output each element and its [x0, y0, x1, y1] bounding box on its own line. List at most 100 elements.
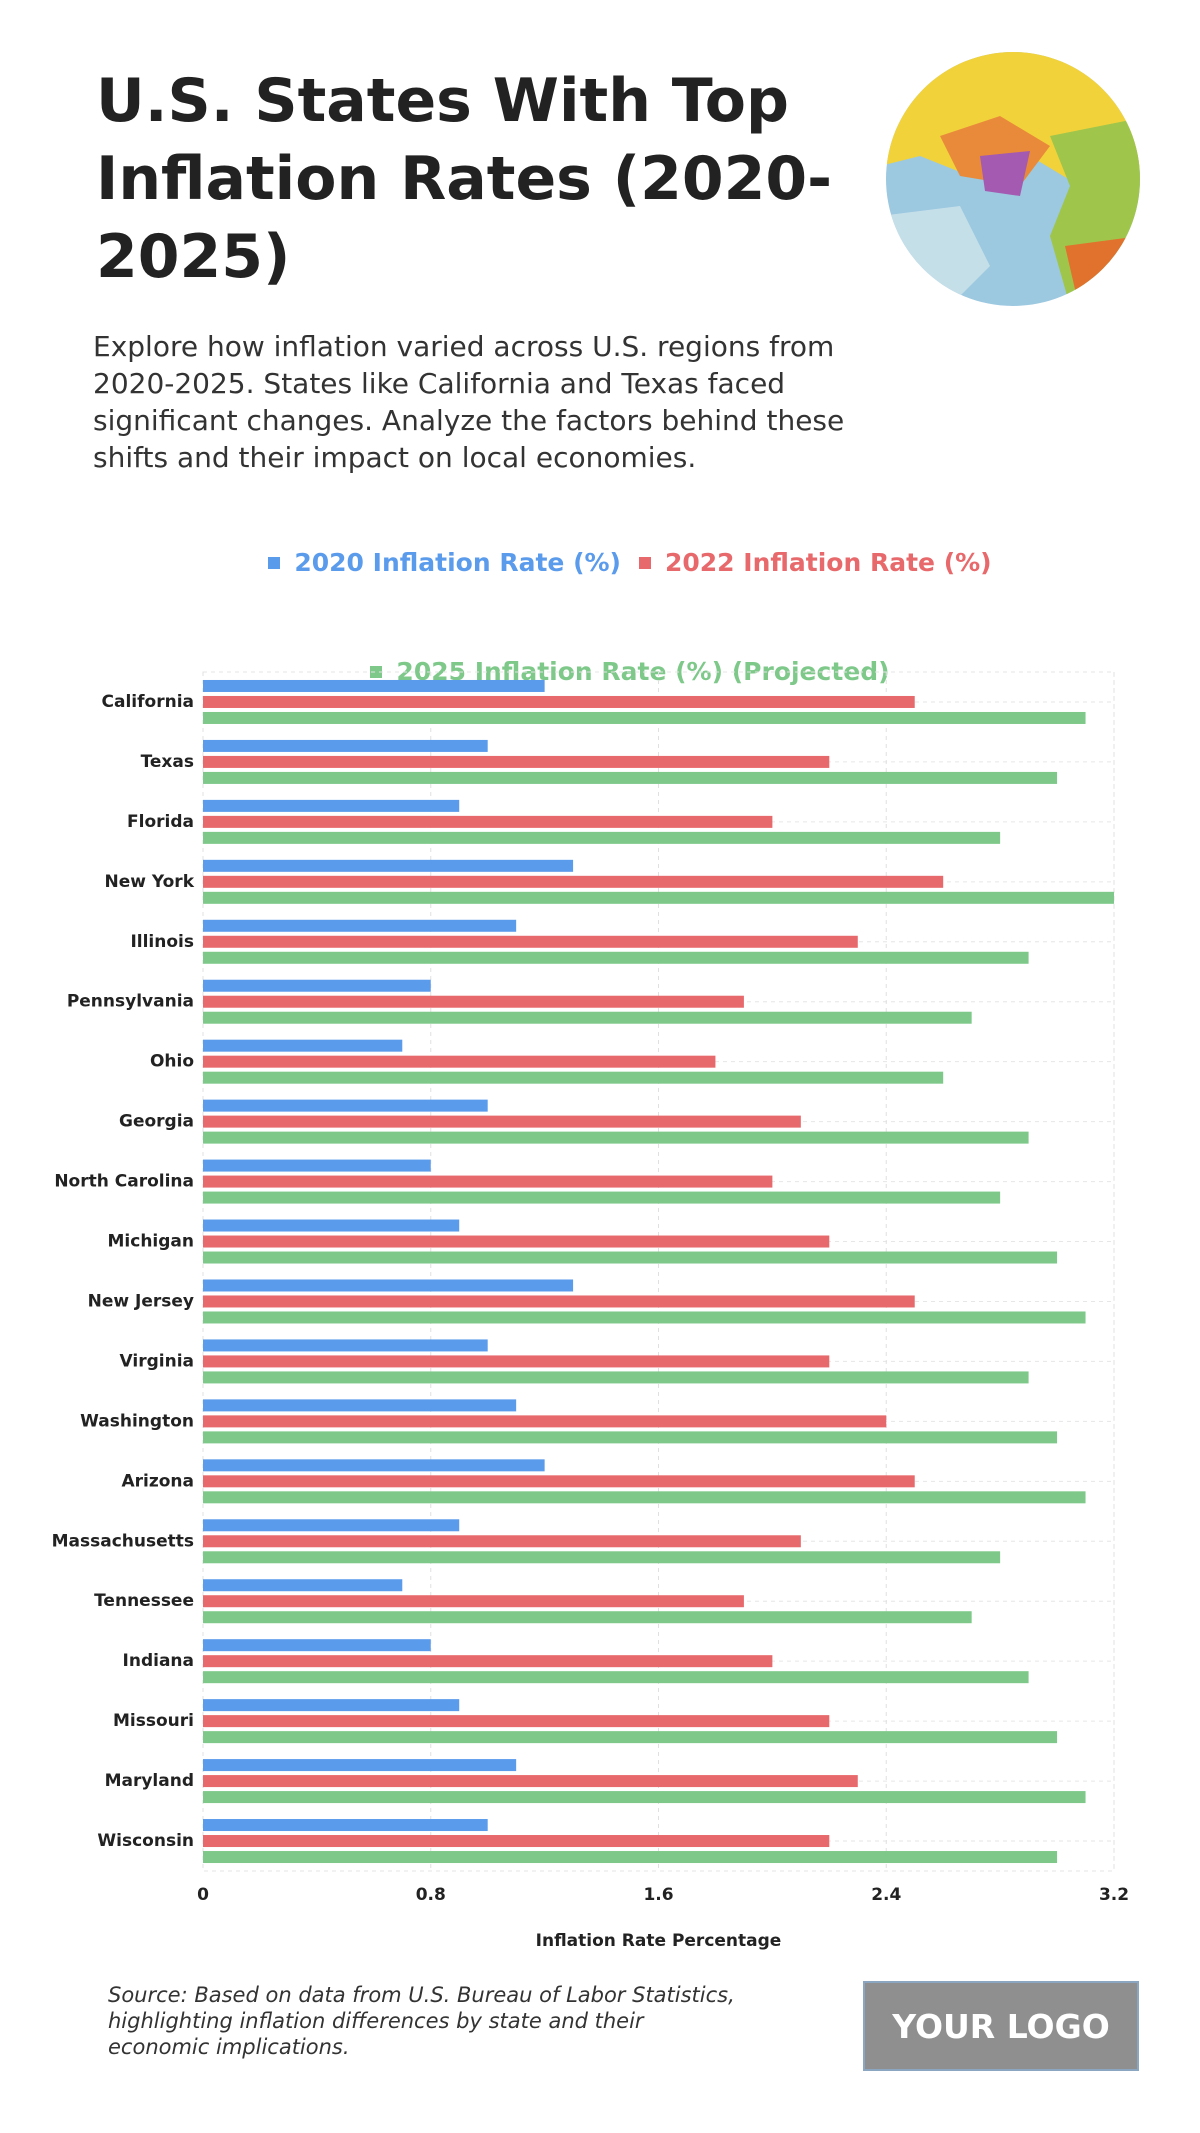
y-tick-label: Tennessee: [94, 1591, 194, 1611]
y-tick-label: Washington: [80, 1411, 194, 1431]
bar: [203, 1131, 1029, 1144]
y-tick-label: Georgia: [119, 1112, 194, 1132]
bar: [203, 1159, 431, 1172]
x-tick-label: 2.4: [871, 1885, 901, 1905]
bar: [203, 935, 858, 948]
bar: [203, 1399, 517, 1412]
bar: [203, 739, 488, 752]
x-tick-label: 0: [197, 1885, 209, 1905]
y-tick-label: New York: [105, 872, 195, 892]
y-tick-label: Michigan: [108, 1232, 195, 1252]
bar: [203, 859, 574, 872]
legend-marker: [639, 556, 651, 569]
bar: [203, 919, 517, 932]
bar: [203, 1759, 517, 1772]
y-tick-label: Maryland: [105, 1771, 194, 1791]
bar: [203, 1731, 1058, 1744]
bar: [203, 1699, 460, 1712]
bar: [203, 831, 1001, 844]
y-tick-label: Ohio: [150, 1052, 194, 1072]
bar: [203, 1791, 1086, 1804]
bar: [203, 1415, 887, 1428]
subtitle: Explore how inflation varied across U.S.…: [93, 330, 845, 474]
bar: [203, 1219, 460, 1232]
bar: [203, 1579, 403, 1592]
bar: [203, 1011, 972, 1024]
y-tick-label: Pennsylvania: [67, 992, 194, 1012]
y-tick-label: Florida: [127, 812, 194, 832]
bar: [203, 1251, 1058, 1264]
legend-marker: [268, 556, 281, 569]
bar: [203, 679, 545, 692]
y-tick-label: Missouri: [113, 1711, 194, 1731]
y-tick-label: Arizona: [121, 1471, 194, 1491]
bar: [203, 1475, 915, 1488]
bar: [203, 695, 915, 708]
source-note: Source: Based on data from U.S. Bureau o…: [108, 1983, 735, 2059]
y-tick-label: New Jersey: [88, 1291, 194, 1311]
bar: [203, 1115, 801, 1128]
bar: [203, 1639, 431, 1652]
bar: [203, 1595, 744, 1608]
bar: [203, 1175, 773, 1188]
y-tick-label: Indiana: [123, 1651, 194, 1671]
bar: [203, 875, 944, 888]
bar: [203, 1535, 801, 1548]
bar: [203, 1311, 1086, 1324]
bar: [203, 1819, 488, 1832]
bar: [203, 799, 460, 812]
x-tick-label: 0.8: [416, 1885, 446, 1905]
globe-image: [886, 52, 1140, 306]
legend-label: 2020 Inflation Rate (%): [294, 548, 621, 577]
bar: [203, 1339, 488, 1352]
bar: [203, 1519, 460, 1532]
y-tick-label: North Carolina: [54, 1172, 194, 1192]
bar: [203, 1191, 1001, 1204]
bar: [203, 1611, 972, 1624]
bar: [203, 1235, 830, 1248]
bar: [203, 1371, 1029, 1384]
y-tick-label: California: [102, 692, 194, 712]
bar: [203, 1835, 830, 1848]
bar: [203, 1355, 830, 1368]
legend-item: 2022 Inflation Rate (%): [639, 548, 992, 577]
bar: [203, 711, 1086, 724]
bar: [203, 951, 1029, 964]
chart: 0 0.8 1.6 2.4 3.2 Inflation Rate Percentage Ca…: [52, 671, 1129, 1951]
logo: YOUR LOGO: [863, 1981, 1139, 2071]
y-tick-label: Texas: [141, 752, 194, 772]
legend-label: 2022 Inflation Rate (%): [665, 548, 992, 577]
legend-marker: [370, 665, 383, 678]
bar: [203, 1039, 403, 1052]
bar: [203, 891, 1114, 904]
bar: [203, 995, 744, 1008]
bar: [203, 1431, 1058, 1444]
x-axis-label: Inflation Rate Percentage: [536, 1931, 782, 1951]
bar: [203, 1775, 858, 1788]
bar: [203, 1491, 1086, 1504]
bar: [203, 815, 773, 828]
bar: [203, 1295, 915, 1308]
y-tick-label: Wisconsin: [97, 1831, 194, 1851]
bar: [203, 1715, 830, 1728]
x-tick-label: 3.2: [1099, 1885, 1129, 1905]
x-tick-label: 1.6: [643, 1885, 673, 1905]
title: U.S. States With Top Inflation Rates (20…: [96, 66, 833, 292]
bar: [203, 1671, 1029, 1684]
bar: [203, 1551, 1001, 1564]
bar: [203, 979, 431, 992]
bar: [203, 1099, 488, 1112]
y-tick-label: Virginia: [120, 1351, 194, 1371]
bar: [203, 1055, 716, 1068]
bar: [203, 1459, 545, 1472]
bar: [203, 1851, 1058, 1864]
bar: [203, 755, 830, 768]
bar: [203, 1279, 574, 1292]
bar: [203, 1655, 773, 1668]
y-tick-label: Massachusetts: [52, 1531, 194, 1551]
bar: [203, 771, 1058, 784]
legend-item: 2020 Inflation Rate (%): [268, 548, 621, 577]
bar: [203, 1071, 944, 1084]
y-tick-label: Illinois: [130, 932, 194, 952]
